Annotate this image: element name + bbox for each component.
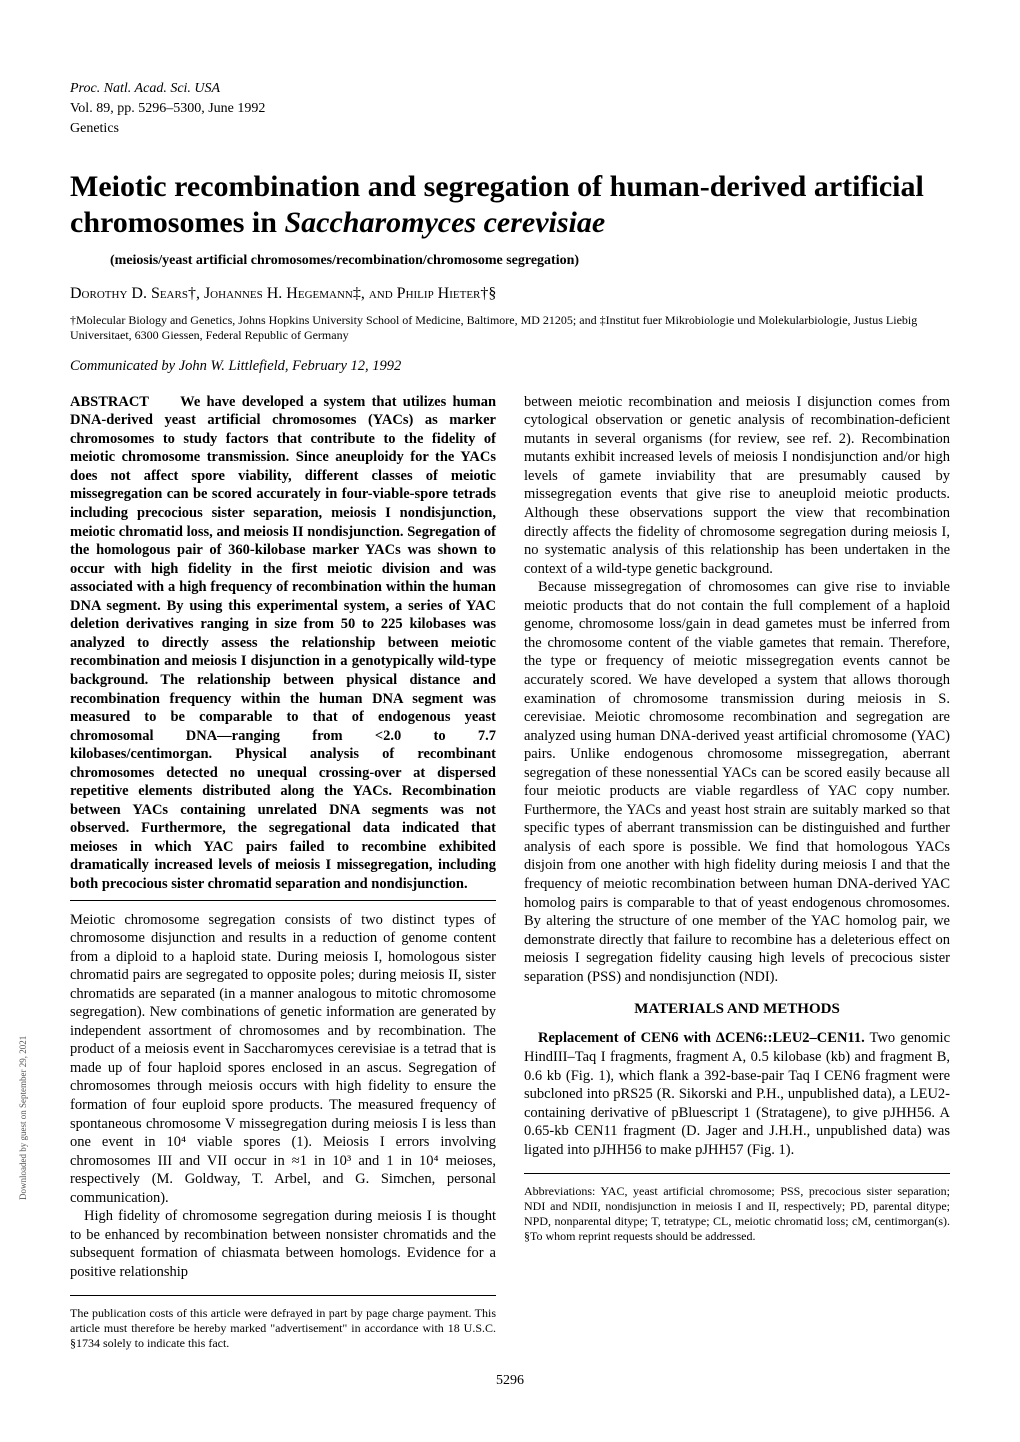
authors: Dorothy D. Sears†, Johannes H. Hegemann‡… (70, 285, 950, 303)
two-column-layout: ABSTRACT We have developed a system that… (70, 393, 950, 1352)
footnote-divider-right (524, 1173, 950, 1174)
page-number: 5296 (70, 1373, 950, 1389)
col2-paragraph-2: Because missegregation of chromosomes ca… (524, 578, 950, 986)
download-notice: Downloaded by guest on September 29, 202… (18, 1036, 28, 1200)
intro-paragraph-1: Meiotic chromosome segregation consists … (70, 911, 496, 1208)
materials-body: Two genomic HindIII–Taq I fragments, fra… (524, 1030, 950, 1157)
abstract-divider (70, 900, 496, 901)
journal-name: Proc. Natl. Acad. Sci. USA (70, 80, 950, 98)
intro-paragraph-2: High fidelity of chromosome segregation … (70, 1207, 496, 1281)
abstract-text: We have developed a system that utilizes… (70, 394, 496, 892)
communicated-by: Communicated by John W. Littlefield, Feb… (70, 358, 950, 375)
left-footnote: The publication costs of this article we… (70, 1306, 496, 1351)
keywords-line: (meiosis/yeast artificial chromosomes/re… (110, 253, 950, 269)
abstract-label: ABSTRACT (70, 394, 149, 410)
materials-lead: Replacement of CEN6 with ΔCEN6::LEU2–CEN… (538, 1030, 865, 1046)
materials-methods-heading: MATERIALS AND METHODS (524, 1000, 950, 1019)
right-footnote: Abbreviations: YAC, yeast artificial chr… (524, 1184, 950, 1244)
abstract-block: ABSTRACT We have developed a system that… (70, 393, 496, 894)
journal-volume: Vol. 89, pp. 5296–5300, June 1992 (70, 100, 950, 118)
article-title: Meiotic recombination and segregation of… (70, 169, 950, 241)
left-column: ABSTRACT We have developed a system that… (70, 393, 496, 1352)
journal-header: Proc. Natl. Acad. Sci. USA Vol. 89, pp. … (70, 80, 950, 139)
affiliations: †Molecular Biology and Genetics, Johns H… (70, 313, 950, 344)
right-column: between meiotic recombination and meiosi… (524, 393, 950, 1352)
title-species-italic: Saccharomyces cerevisiae (284, 206, 605, 239)
materials-paragraph-1: Replacement of CEN6 with ΔCEN6::LEU2–CEN… (524, 1029, 950, 1159)
footnote-divider-left (70, 1295, 496, 1296)
journal-section: Genetics (70, 120, 950, 138)
col2-paragraph-1: between meiotic recombination and meiosi… (524, 393, 950, 578)
